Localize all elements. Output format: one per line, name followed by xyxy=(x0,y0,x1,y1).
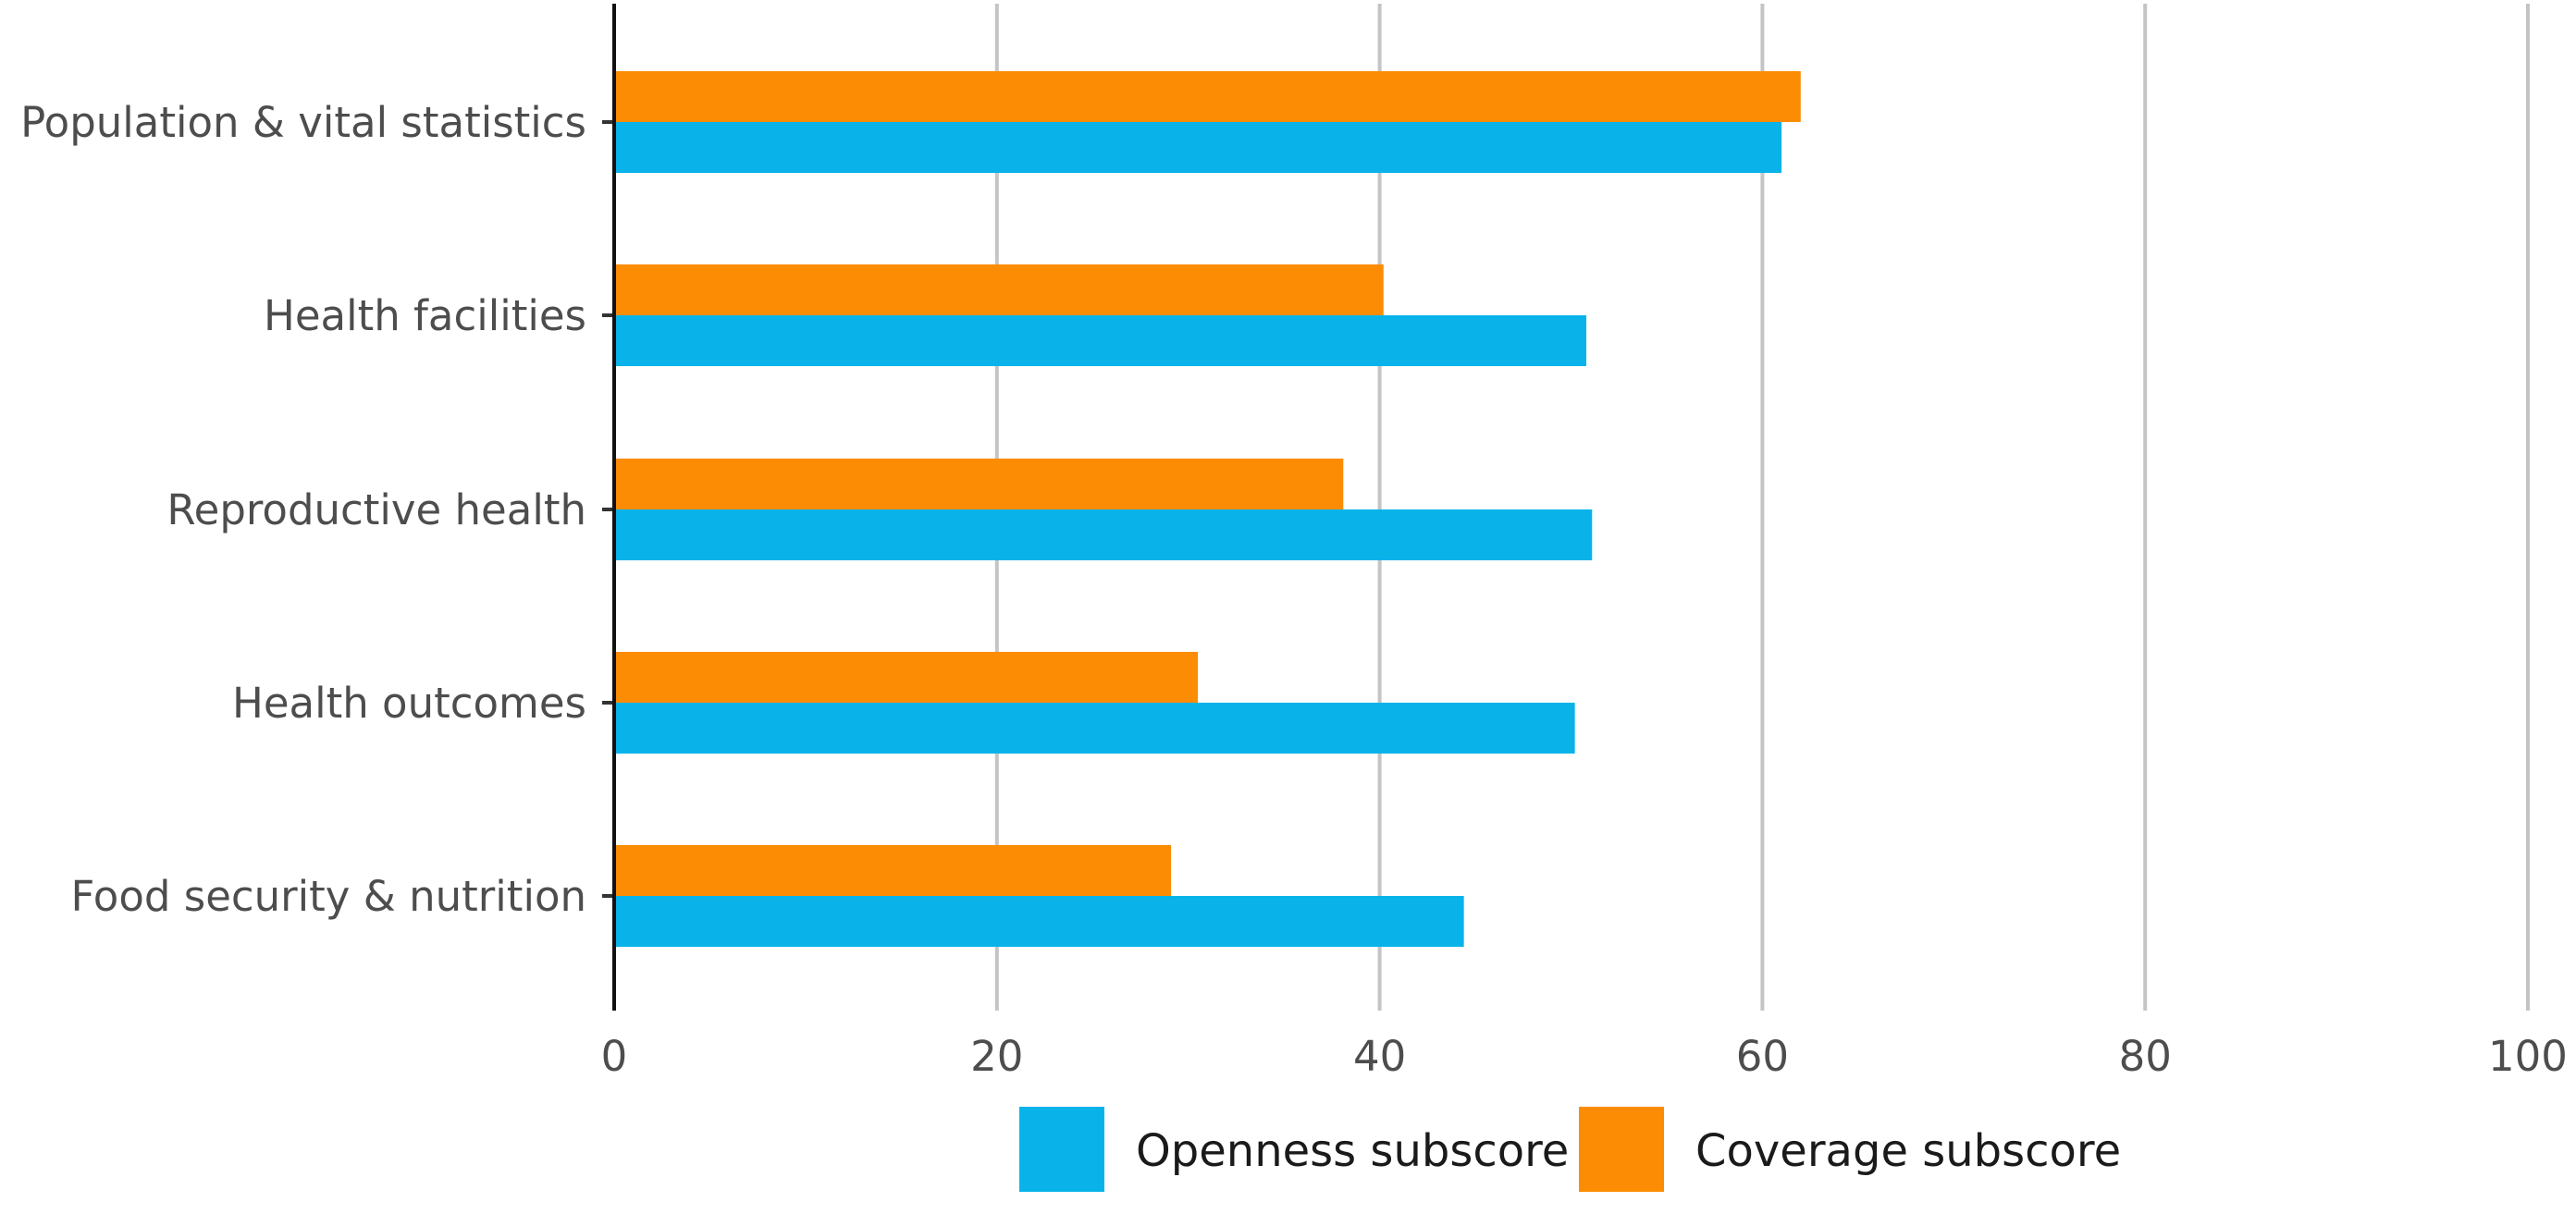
bar-openness-3 xyxy=(614,509,1593,560)
bar-coverage-4 xyxy=(614,652,1199,703)
bar-coverage-2 xyxy=(614,264,1384,315)
category-label-1: Population & vital statistics xyxy=(20,98,586,147)
legend: Openness subscore Coverage subscore xyxy=(1019,1107,2121,1192)
category-label-4: Health outcomes xyxy=(232,679,586,728)
x-tick-label-20: 20 xyxy=(970,1032,1023,1081)
bar-openness-4 xyxy=(614,703,1575,754)
legend-label-1: Openness subscore xyxy=(1136,1125,1569,1177)
bar-coverage-5 xyxy=(614,845,1172,896)
bar-openness-5 xyxy=(614,896,1464,947)
bar-coverage-1 xyxy=(614,71,1801,122)
legend-swatch-1 xyxy=(1019,1107,1104,1192)
x-tick-label-40: 40 xyxy=(1353,1032,1406,1081)
x-tick-labels: 0 20 40 60 80 100 xyxy=(601,1032,2568,1081)
x-tick-label-100: 100 xyxy=(2488,1032,2568,1081)
bars xyxy=(614,71,1801,947)
x-tick-label-0: 0 xyxy=(601,1032,628,1081)
legend-swatch-2 xyxy=(1579,1107,1664,1192)
x-tick-label-80: 80 xyxy=(2119,1032,2172,1081)
category-label-3: Reproductive health xyxy=(166,485,586,534)
bar-openness-2 xyxy=(614,315,1587,366)
bar-openness-1 xyxy=(614,122,1782,173)
axes xyxy=(602,4,616,1011)
legend-label-2: Coverage subscore xyxy=(1695,1125,2121,1177)
bar-coverage-3 xyxy=(614,459,1344,509)
category-label-5: Food security & nutrition xyxy=(71,872,586,921)
x-tick-label-60: 60 xyxy=(1736,1032,1789,1081)
category-label-2: Health facilities xyxy=(264,291,586,340)
category-labels: Population & vital statistics Health faci… xyxy=(20,98,586,921)
